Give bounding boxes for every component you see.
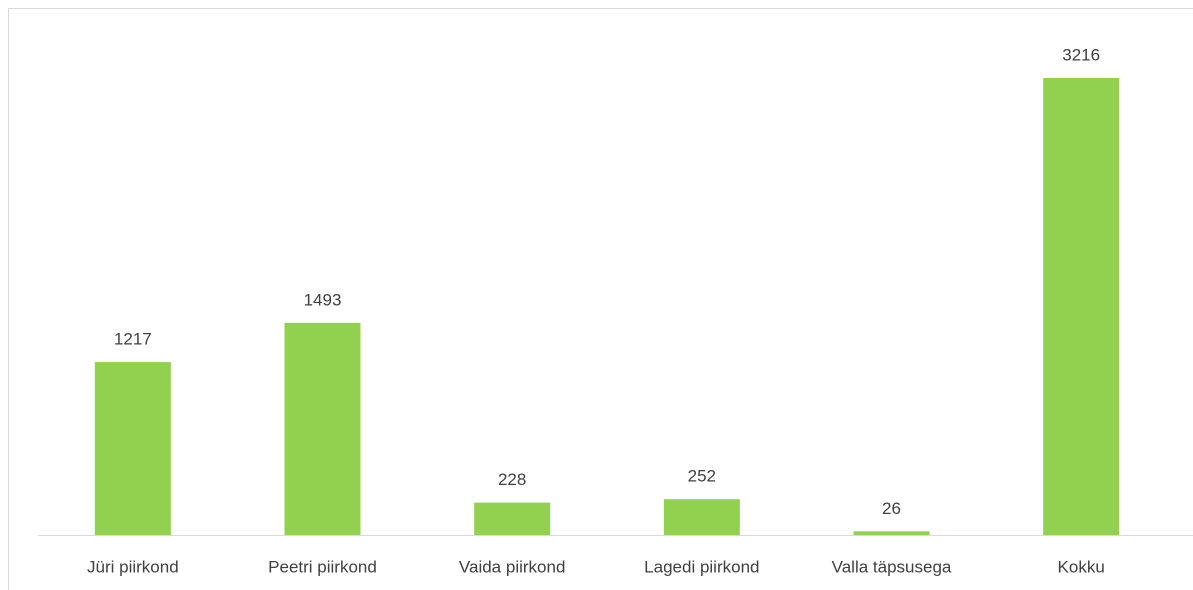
bar: [1043, 78, 1120, 535]
data-label: 252: [688, 467, 716, 486]
bar: [474, 502, 551, 535]
x-tick-label: Valla täpsusega: [832, 557, 952, 576]
bar: [284, 322, 361, 535]
data-label: 1493: [304, 290, 342, 309]
bar: [853, 531, 930, 535]
bar: [94, 362, 171, 535]
x-tick-label: Kokku: [1058, 557, 1105, 576]
x-tick-label: Lagedi piirkond: [644, 557, 759, 576]
data-label: 1217: [114, 330, 152, 349]
data-label: 26: [882, 499, 901, 518]
data-label: 3216: [1062, 45, 1100, 64]
data-label: 228: [498, 470, 526, 489]
x-tick-label: Jüri piirkond: [87, 557, 179, 576]
bar: [663, 499, 740, 535]
x-tick-label: Peetri piirkond: [268, 557, 377, 576]
x-tick-label: Vaida piirkond: [459, 557, 565, 576]
